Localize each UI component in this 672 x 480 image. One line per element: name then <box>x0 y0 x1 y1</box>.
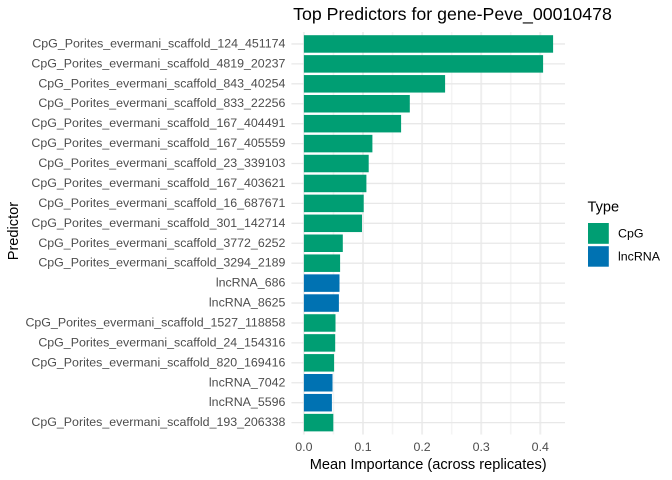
svg-text:0.4: 0.4 <box>532 440 549 454</box>
svg-text:lncRNA_7042: lncRNA_7042 <box>209 375 286 389</box>
svg-text:CpG: CpG <box>618 227 643 241</box>
svg-text:CpG_Porites_evermani_scaffold_: CpG_Porites_evermani_scaffold_843_40254 <box>38 76 285 90</box>
svg-text:0.3: 0.3 <box>473 440 490 454</box>
svg-text:lncRNA_8625: lncRNA_8625 <box>209 296 286 310</box>
svg-text:Type: Type <box>588 200 620 216</box>
svg-text:CpG_Porites_evermani_scaffold_: CpG_Porites_evermani_scaffold_24_154316 <box>38 335 285 349</box>
svg-text:CpG_Porites_evermani_scaffold_: CpG_Porites_evermani_scaffold_3294_2189 <box>38 256 285 270</box>
svg-text:0.0: 0.0 <box>295 440 312 454</box>
svg-text:CpG_Porites_evermani_scaffold_: CpG_Porites_evermani_scaffold_3772_6252 <box>38 236 285 250</box>
svg-text:CpG_Porites_evermani_scaffold_: CpG_Porites_evermani_scaffold_4819_20237 <box>31 56 285 70</box>
svg-text:CpG_Porites_evermani_scaffold_: CpG_Porites_evermani_scaffold_167_403621 <box>31 176 285 190</box>
svg-text:Top Predictors for gene-Peve_0: Top Predictors for gene-Peve_00010478 <box>293 4 612 25</box>
svg-text:CpG_Porites_evermani_scaffold_: CpG_Porites_evermani_scaffold_16_687671 <box>38 196 285 210</box>
svg-text:CpG_Porites_evermani_scaffold_: CpG_Porites_evermani_scaffold_1527_11885… <box>25 315 285 329</box>
svg-text:lncRNA_5596: lncRNA_5596 <box>209 395 286 409</box>
svg-text:CpG_Porites_evermani_scaffold_: CpG_Porites_evermani_scaffold_820_169416 <box>31 355 285 369</box>
svg-text:CpG_Porites_evermani_scaffold_: CpG_Porites_evermani_scaffold_833_22256 <box>38 96 285 110</box>
svg-text:lncRNA_686: lncRNA_686 <box>216 276 286 290</box>
svg-text:CpG_Porites_evermani_scaffold_: CpG_Porites_evermani_scaffold_167_404491 <box>31 116 285 130</box>
svg-text:CpG_Porites_evermani_scaffold_: CpG_Porites_evermani_scaffold_193_206338 <box>31 415 285 429</box>
svg-text:CpG_Porites_evermani_scaffold_: CpG_Porites_evermani_scaffold_124_451174 <box>32 36 285 50</box>
svg-text:Mean Importance (across replic: Mean Importance (across replicates) <box>310 457 547 473</box>
svg-text:Predictor: Predictor <box>6 202 22 261</box>
svg-text:CpG_Porites_evermani_scaffold_: CpG_Porites_evermani_scaffold_301_142714 <box>31 216 285 230</box>
svg-text:0.2: 0.2 <box>413 440 430 454</box>
svg-text:CpG_Porites_evermani_scaffold_: CpG_Porites_evermani_scaffold_23_339103 <box>38 156 285 170</box>
svg-text:lncRNA: lncRNA <box>618 249 661 263</box>
svg-text:CpG_Porites_evermani_scaffold_: CpG_Porites_evermani_scaffold_167_405559 <box>31 136 285 150</box>
svg-text:0.1: 0.1 <box>354 440 371 454</box>
